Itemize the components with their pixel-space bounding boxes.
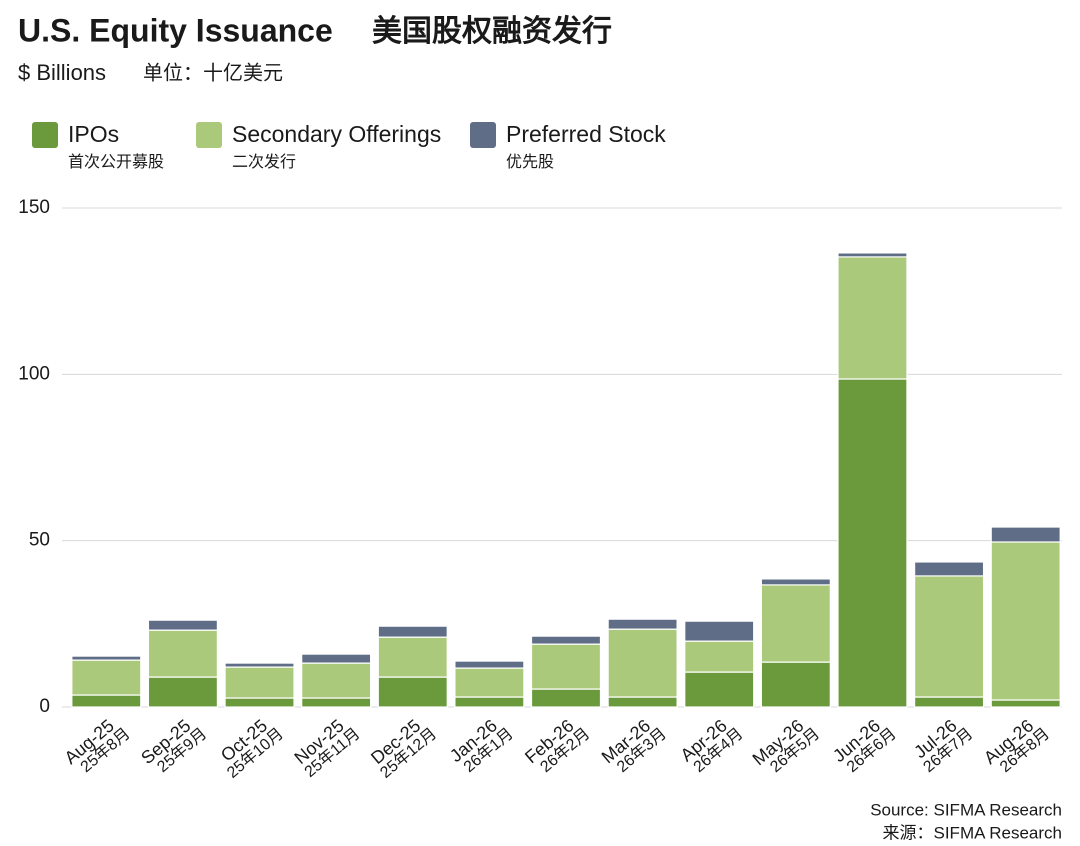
y-tick-label: 100 [18,363,50,384]
bar-segment [837,256,908,380]
bar-segment [377,676,448,708]
bar-segment [684,640,755,673]
bar-segment [454,667,525,698]
bar-segment [837,378,908,708]
bar-segment [607,618,678,630]
bar-segment [301,697,372,708]
bar-segment [147,619,219,631]
bar-segment [760,661,831,708]
bar-segment [913,696,985,708]
bar-segment [301,653,372,664]
bar-segment [607,696,678,708]
bar-segment [377,625,448,638]
bar-segment [990,526,1061,543]
bar-segment [990,699,1061,708]
chart-title-cn: 美国股权融资发行 [372,14,612,48]
bar-segment [147,629,219,678]
y-tick-label: 0 [39,696,50,717]
legend-swatch [196,122,222,148]
bar-segment [837,252,908,258]
bar-segment [454,696,525,708]
legend-label: Preferred Stock [506,121,666,147]
bar-segment [760,578,831,586]
bar-segment [760,584,831,663]
bar-segment [684,671,755,708]
bar-segment [913,561,985,577]
bar-segment [71,659,142,696]
y-tick-label: 50 [29,530,50,551]
chart-subtitle-cn: 单位：十亿美元 [143,61,283,84]
y-tick-label: 150 [18,197,50,218]
bar-segment [454,660,525,669]
bar-segment [530,643,602,690]
legend-label-cn: 优先股 [506,153,554,171]
legend-label: IPOs [68,121,119,147]
bar-segment [224,697,295,708]
legend-label: Secondary Offerings [232,121,441,147]
legend-label-cn: 首次公开募股 [68,153,164,171]
bar-segment [913,575,985,698]
chart-title: U.S. Equity Issuance [18,12,333,48]
bar-segment [684,620,755,642]
bar-segment [607,628,678,698]
bar-segment [990,541,1061,701]
legend-label-cn: 二次发行 [232,153,296,171]
bar-segment [530,635,602,645]
bar-segment [530,688,602,708]
bar-segment [224,666,295,699]
bar-segment [224,662,295,668]
legend-swatch [470,122,496,148]
bar-segment [71,655,142,661]
bar-segment [377,636,448,678]
chart-subtitle: $ Billions [18,60,106,85]
source-cn: 来源：SIFMA Research [883,823,1063,842]
source: Source: SIFMA Research [870,800,1062,819]
legend-swatch [32,122,58,148]
bar-segment [71,694,142,708]
bar-segment [301,662,372,699]
bar-segment [147,676,219,708]
